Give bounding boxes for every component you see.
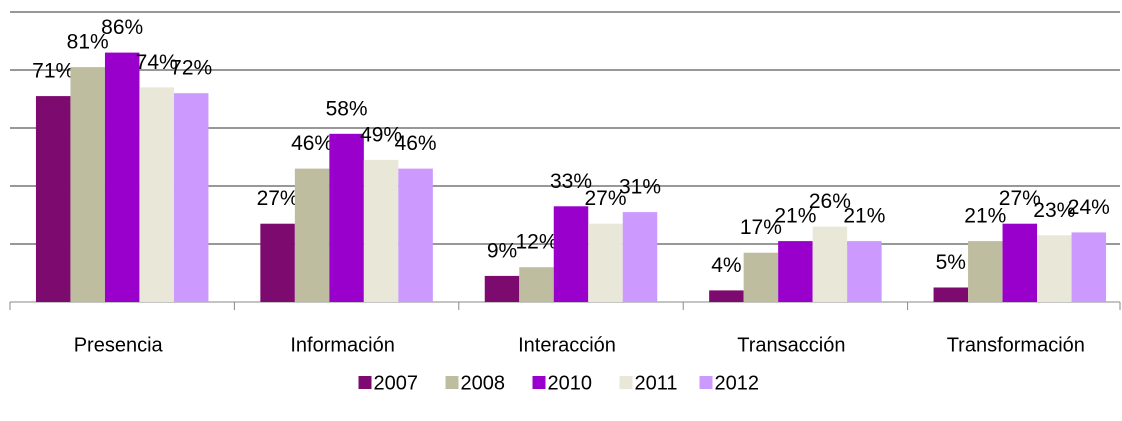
data-label: 12%: [515, 231, 557, 254]
data-label: 5%: [936, 251, 966, 274]
bar: [329, 133, 364, 302]
bar: [968, 241, 1003, 302]
data-label: 21%: [774, 205, 816, 228]
legend-swatch: [699, 376, 713, 389]
data-label: 58%: [326, 97, 368, 120]
legend-swatch: [445, 376, 459, 389]
data-label: 46%: [291, 132, 333, 155]
bar: [622, 212, 658, 302]
data-label: 9%: [487, 239, 517, 262]
legend-label: 2007: [374, 372, 419, 394]
bar: [104, 52, 140, 302]
bar: [519, 267, 554, 302]
data-label: 46%: [395, 132, 437, 155]
data-label: 27%: [999, 187, 1041, 210]
data-label: 27%: [257, 187, 299, 210]
data-label: 27%: [584, 187, 626, 210]
bar: [484, 275, 520, 302]
legend-swatch: [532, 376, 546, 389]
legend-label: 2011: [635, 372, 678, 394]
bar: [553, 206, 589, 302]
bar: [139, 87, 174, 303]
legend-swatch: [358, 376, 372, 389]
bar: [709, 290, 744, 302]
bar: [35, 96, 71, 302]
data-label: 26%: [809, 190, 851, 213]
bar: [588, 223, 623, 302]
data-label: 72%: [170, 57, 212, 80]
bar: [260, 223, 295, 302]
data-label: 24%: [1068, 196, 1110, 219]
bar: [1071, 232, 1107, 302]
bar: [812, 226, 848, 302]
bar: [294, 168, 330, 302]
data-label: 33%: [550, 170, 592, 193]
legend-label: 2010: [548, 372, 593, 394]
data-label: 21%: [843, 205, 885, 228]
x-tick-label: Información: [290, 334, 395, 356]
legend-label: 2012: [715, 372, 760, 394]
bar: [778, 241, 813, 302]
bar: [173, 93, 209, 302]
data-label: 81%: [67, 31, 109, 54]
data-label: 49%: [360, 123, 402, 146]
bar: [933, 287, 969, 302]
data-label: 31%: [619, 176, 661, 199]
data-label: 4%: [711, 254, 741, 277]
legend-swatch: [619, 376, 633, 389]
bar: [70, 67, 105, 302]
bar: [1037, 235, 1072, 302]
bar: [847, 241, 882, 302]
data-label: 86%: [101, 16, 143, 39]
bar: [398, 168, 433, 302]
x-tick-label: Interacción: [518, 334, 616, 356]
data-label: 71%: [32, 60, 74, 83]
data-label: 21%: [964, 205, 1006, 228]
bar: [1002, 223, 1038, 302]
x-tick-label: Presencia: [74, 334, 164, 356]
bar: [743, 252, 779, 302]
data-label: 17%: [740, 216, 782, 239]
legend-label: 2008: [461, 372, 506, 394]
data-label: 74%: [136, 51, 178, 74]
x-tick-label: Transformación: [947, 334, 1085, 356]
x-tick-label: Transacción: [737, 334, 845, 356]
data-label: 23%: [1033, 199, 1075, 222]
bar: [363, 159, 399, 302]
